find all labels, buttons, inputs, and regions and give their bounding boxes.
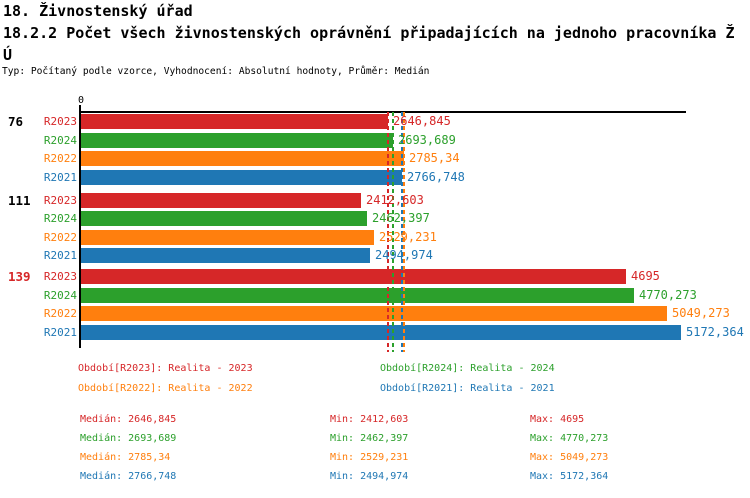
legend-item: Období[R2023]: Realita - 2023 <box>78 363 253 374</box>
x-axis-line <box>80 111 686 113</box>
bar <box>81 170 402 185</box>
bar <box>81 211 367 226</box>
bar-value-label: 2462,397 <box>372 211 430 225</box>
bar <box>81 114 388 129</box>
series-row-label: R2023 <box>43 194 77 207</box>
bar-value-label: 2646,845 <box>393 114 451 128</box>
bar <box>81 288 634 303</box>
stat-max: Max: 5172,364 <box>530 471 609 482</box>
stat-min: Min: 2494,974 <box>330 471 409 482</box>
stat-median: Medián: 2766,748 <box>80 471 177 482</box>
median-marker-line <box>401 112 403 352</box>
stats-table: Medián: 2646,845 Min: 2412,603 Max: 4695… <box>80 413 608 489</box>
stat-max: Max: 5049,273 <box>530 452 609 463</box>
bar-chart: 0 76 R2023 2646,845 R2024 2693,689 R2022 2785,… <box>8 95 744 352</box>
bar <box>81 269 626 284</box>
bar <box>81 133 393 148</box>
bar-value-label: 4695 <box>631 269 660 283</box>
series-row-label: R2024 <box>43 289 77 302</box>
legend-item: Období[R2022]: Realita - 2022 <box>78 383 253 394</box>
bar-value-label: 2494,974 <box>375 248 433 262</box>
series-row-label: R2022 <box>43 307 77 320</box>
axis-origin-label: 0 <box>77 95 85 106</box>
series-row-label: R2021 <box>43 326 77 339</box>
page-title: 18. Živnostenský úřad <box>3 2 193 20</box>
bar-value-label: 2693,689 <box>398 133 456 147</box>
median-marker-line <box>403 112 405 352</box>
chart-title-line2: Ú <box>3 46 13 64</box>
bar <box>81 230 374 245</box>
bar-value-label: 2785,34 <box>409 151 460 165</box>
series-row-label: R2021 <box>43 171 77 184</box>
bar-value-label: 2412,603 <box>366 193 424 207</box>
stat-median: Medián: 2785,34 <box>80 452 171 463</box>
bar-value-label: 2529,231 <box>379 230 437 244</box>
legend-item: Období[R2024]: Realita - 2024 <box>380 363 555 374</box>
bar <box>81 306 667 321</box>
y-axis-line <box>79 105 81 348</box>
chart-title-line1: 18.2.2 Počet všech živnostenských oprávn… <box>3 24 735 42</box>
bar <box>81 151 404 166</box>
median-marker-line <box>387 112 389 352</box>
stat-max: Max: 4770,273 <box>530 433 609 444</box>
group-label: 139 <box>8 269 31 284</box>
group-label: 76 <box>8 114 24 129</box>
bar-value-label: 5049,273 <box>672 306 730 320</box>
series-row-label: R2024 <box>43 212 77 225</box>
chart-meta-line: Typ: Počítaný podle vzorce, Vyhodnocení:… <box>2 66 430 77</box>
bar-value-label: 4770,273 <box>639 288 697 302</box>
stat-max: Max: 4695 <box>530 414 585 425</box>
stat-min: Min: 2529,231 <box>330 452 409 463</box>
series-row-label: R2022 <box>43 231 77 244</box>
bar-value-label: 5172,364 <box>686 325 744 339</box>
stat-median: Medián: 2646,845 <box>80 414 177 425</box>
series-row-label: R2022 <box>43 152 77 165</box>
stat-min: Min: 2412,603 <box>330 414 409 425</box>
series-row-label: R2021 <box>43 249 77 262</box>
series-row-label: R2024 <box>43 134 77 147</box>
bar <box>81 325 681 340</box>
legend: Období[R2023]: Realita - 2023 Období[R20… <box>78 362 555 402</box>
series-row-label: R2023 <box>43 270 77 283</box>
stat-min: Min: 2462,397 <box>330 433 409 444</box>
bar-value-label: 2766,748 <box>407 170 465 184</box>
legend-item: Období[R2021]: Realita - 2021 <box>380 383 555 394</box>
bar <box>81 248 370 263</box>
bar <box>81 193 361 208</box>
stat-median: Medián: 2693,689 <box>80 433 177 444</box>
median-marker-line <box>392 112 394 352</box>
series-row-label: R2023 <box>43 115 77 128</box>
group-label: 111 <box>8 193 31 208</box>
